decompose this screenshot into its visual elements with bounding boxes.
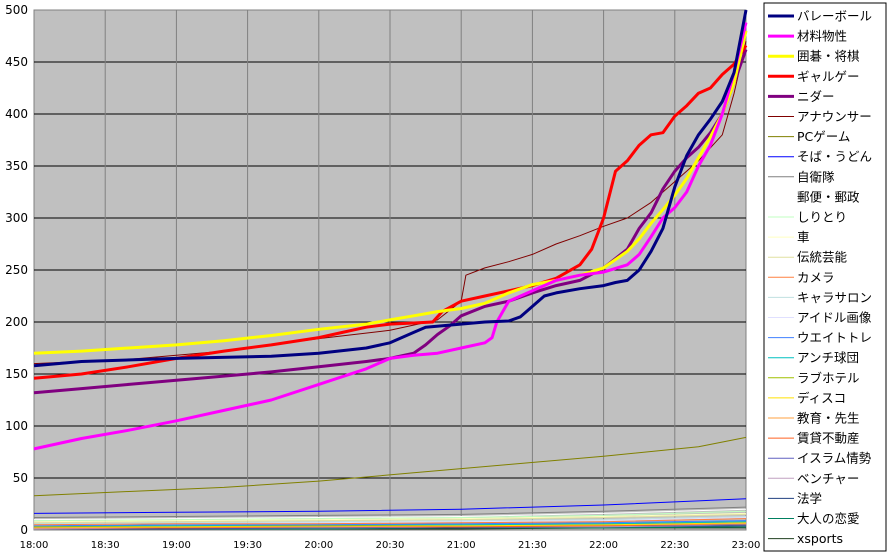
- x-tick-label: 18:30: [91, 540, 120, 551]
- legend-item: ギャルゲー: [768, 69, 860, 84]
- legend-label: 車: [797, 230, 810, 245]
- legend-label: アナウンサー: [797, 109, 872, 124]
- legend-label: ニダー: [797, 89, 835, 104]
- legend-label: 郵便・郵政: [797, 189, 860, 204]
- legend-item: PCゲーム: [768, 129, 850, 144]
- x-tick-label: 19:30: [233, 540, 262, 551]
- y-tick-label: 250: [5, 263, 28, 277]
- legend-item: 教育・先生: [768, 411, 860, 426]
- y-tick-label: 0: [20, 523, 28, 537]
- series-lines: [33, 9, 748, 530]
- y-tick-label: 150: [5, 367, 28, 381]
- series-line: [33, 513, 747, 524]
- x-tick-label: 19:00: [162, 540, 191, 551]
- legend-label: ディスコ: [797, 390, 846, 405]
- x-tick-label: 21:00: [447, 540, 476, 551]
- legend-label: アイドル画像: [797, 310, 872, 325]
- legend-label: 自衛隊: [797, 169, 835, 184]
- legend-item: ベンチャー: [768, 471, 859, 486]
- legend-label: バレーボール: [797, 9, 872, 24]
- legend-label: ウエイトトレ: [797, 330, 872, 345]
- legend-item: ニダー: [768, 89, 835, 104]
- legend-label: キャラサロン: [797, 290, 872, 305]
- legend-item: 法学: [768, 491, 822, 506]
- series-line: [33, 498, 747, 514]
- x-tick-label: 21:30: [518, 540, 547, 551]
- series-line: [33, 516, 747, 525]
- legend-item: 材料物性: [768, 29, 847, 44]
- x-tick-label: 20:30: [376, 540, 405, 551]
- legend-item: ディスコ: [768, 390, 846, 405]
- legend-label: 囲碁・将棋: [797, 49, 860, 64]
- legend-label: 材料物性: [797, 29, 847, 44]
- legend-label: PCゲーム: [797, 129, 850, 144]
- x-axis: 18:00 18:30 19:00 19:30 20:00 20:30 21:00 21:30…: [20, 540, 761, 551]
- legend-label: 教育・先生: [797, 411, 860, 426]
- x-tick-label: 22:30: [660, 540, 689, 551]
- x-tick-label: 23:00: [732, 540, 761, 551]
- legend-item: バレーボール: [768, 9, 872, 24]
- legend-label: 大人の恋愛: [797, 511, 860, 526]
- legend-item: しりとり: [768, 210, 847, 225]
- legend-item: アイドル画像: [768, 310, 872, 325]
- y-tick-label: 100: [5, 419, 28, 433]
- y-axis: 0 50 100 150 200 250 300 350 400 450 500: [5, 3, 28, 537]
- series-line: [33, 518, 747, 526]
- legend-item: ラブホテル: [768, 370, 860, 385]
- legend-item: キャラサロン: [768, 290, 872, 305]
- legend-label: 伝統芸能: [797, 250, 848, 265]
- legend-item: 賃貸不動産: [768, 431, 860, 446]
- legend-label: 賃貸不動産: [797, 431, 860, 446]
- legend-item: 囲碁・将棋: [768, 49, 860, 64]
- legend-label: 法学: [797, 491, 822, 506]
- y-tick-label: 500: [5, 3, 28, 17]
- legend-label: しりとり: [797, 210, 847, 225]
- x-tick-label: 20:00: [304, 540, 333, 551]
- legend-item: イスラム情勢: [768, 451, 872, 466]
- series-line: [33, 436, 747, 497]
- series-line: [34, 523, 747, 529]
- y-tick-label: 200: [5, 315, 28, 329]
- y-tick-label: 450: [5, 55, 28, 69]
- legend-item: そば・うどん: [768, 149, 872, 164]
- legend-item: カメラ: [768, 270, 835, 285]
- series-line: [33, 520, 747, 527]
- series-line: [33, 9, 748, 368]
- legend-item: 郵便・郵政: [768, 189, 860, 204]
- legend-item: 伝統芸能: [768, 250, 848, 265]
- legend-label: ベンチャー: [797, 471, 859, 486]
- legend-label: ギャルゲー: [797, 69, 860, 84]
- legend-item: ウエイトトレ: [768, 330, 872, 345]
- series-line: [33, 510, 747, 522]
- legend-item: アンチ球団: [768, 350, 859, 365]
- series-line: [33, 512, 747, 523]
- legend-item: 大人の恋愛: [768, 511, 860, 526]
- legend-item: 自衛隊: [768, 169, 835, 184]
- x-tick-label: 18:00: [20, 540, 49, 551]
- legend-label: カメラ: [797, 270, 835, 285]
- y-tick-label: 300: [5, 211, 28, 225]
- series-line: [33, 506, 747, 518]
- legend-label: イスラム情勢: [797, 451, 872, 466]
- legend-item: xsports: [768, 531, 843, 546]
- legend-label: そば・うどん: [797, 149, 872, 164]
- legend-label: ラブホテル: [797, 370, 860, 385]
- legend-item: アナウンサー: [768, 109, 872, 124]
- legend-item: 車: [768, 230, 810, 245]
- series-line: [33, 41, 747, 365]
- y-tick-label: 50: [13, 471, 28, 485]
- y-tick-label: 400: [5, 107, 28, 121]
- series-line: [33, 22, 748, 451]
- y-tick-label: 350: [5, 159, 28, 173]
- x-tick-label: 22:00: [589, 540, 618, 551]
- legend-label: アンチ球団: [797, 350, 859, 365]
- series-line: [33, 30, 748, 355]
- series-line: [33, 508, 747, 521]
- legend-label: xsports: [797, 531, 843, 546]
